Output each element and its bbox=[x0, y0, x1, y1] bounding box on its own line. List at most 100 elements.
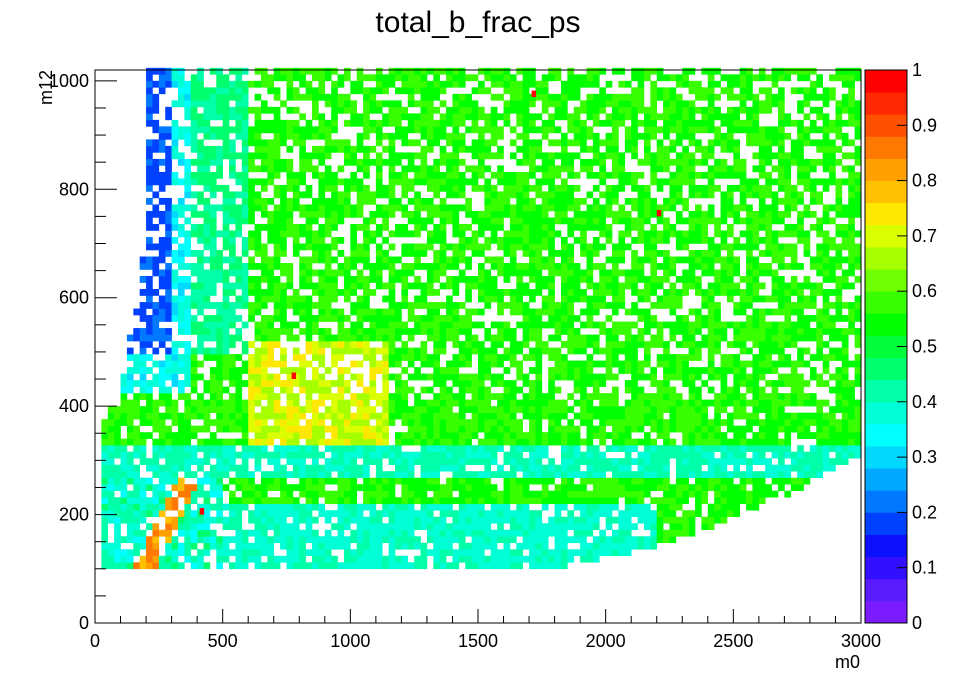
heatmap-cell bbox=[216, 562, 223, 570]
heatmap-cell bbox=[656, 263, 664, 270]
heatmap-cell bbox=[375, 542, 383, 550]
heatmap-cell bbox=[222, 126, 230, 134]
heatmap-cell bbox=[203, 152, 211, 160]
heatmap-cell bbox=[395, 464, 402, 472]
heatmap-cell bbox=[643, 360, 651, 368]
heatmap-cell bbox=[152, 412, 160, 420]
heatmap-cell bbox=[522, 158, 530, 166]
heatmap-cell bbox=[497, 503, 504, 511]
heatmap-cell bbox=[273, 289, 281, 296]
heatmap-cell bbox=[318, 380, 326, 387]
heatmap-cell bbox=[331, 80, 338, 88]
heatmap-cell bbox=[229, 412, 236, 420]
heatmap-cell bbox=[605, 412, 613, 420]
heatmap-cell bbox=[465, 204, 472, 212]
heatmap-cell bbox=[190, 536, 198, 544]
heatmap-cell bbox=[535, 529, 543, 537]
heatmap-cell bbox=[101, 503, 109, 511]
heatmap-cell bbox=[331, 510, 338, 518]
heatmap-cell bbox=[497, 419, 504, 426]
heatmap-cell bbox=[209, 243, 217, 251]
heatmap-cell bbox=[312, 406, 319, 413]
heatmap-cell bbox=[343, 555, 351, 563]
heatmap-cell bbox=[452, 256, 460, 264]
heatmap-cell bbox=[452, 67, 460, 75]
heatmap-cell bbox=[356, 178, 364, 186]
heatmap-cell bbox=[126, 380, 134, 387]
heatmap-cell bbox=[592, 412, 600, 420]
heatmap-cell bbox=[465, 497, 472, 505]
heatmap-cell bbox=[133, 510, 140, 518]
heatmap-cell bbox=[184, 158, 192, 166]
heatmap-cell bbox=[254, 354, 262, 361]
heatmap-cell bbox=[516, 503, 523, 511]
heatmap-cell bbox=[343, 263, 351, 270]
heatmap-cell bbox=[535, 562, 543, 570]
heatmap-cell bbox=[343, 289, 351, 296]
heatmap-cell bbox=[273, 503, 281, 511]
heatmap-cell bbox=[529, 165, 536, 173]
heatmap-cell bbox=[139, 393, 147, 400]
heatmap-cell bbox=[248, 315, 255, 322]
heatmap-cell bbox=[541, 464, 549, 472]
heatmap-cell bbox=[158, 510, 166, 518]
heatmap-cell bbox=[586, 165, 594, 173]
heatmap-cell bbox=[573, 380, 581, 387]
heatmap-cell bbox=[586, 399, 594, 407]
heatmap-cell bbox=[439, 510, 447, 518]
heatmap-cell bbox=[599, 471, 606, 479]
heatmap-cell bbox=[503, 119, 511, 127]
heatmap-cell bbox=[618, 158, 626, 166]
heatmap-cell bbox=[382, 445, 389, 452]
heatmap-cell bbox=[548, 523, 555, 531]
heatmap-cell bbox=[146, 419, 153, 426]
heatmap-cell bbox=[299, 210, 306, 218]
heatmap-cell bbox=[241, 458, 249, 465]
heatmap-cell bbox=[554, 184, 562, 192]
heatmap-cell bbox=[273, 477, 281, 485]
heatmap-cell bbox=[522, 80, 530, 88]
heatmap-cell bbox=[184, 464, 192, 472]
heatmap-cell bbox=[599, 165, 606, 173]
heatmap-cell bbox=[631, 393, 638, 400]
heatmap-cell bbox=[541, 406, 549, 413]
heatmap-cell bbox=[229, 406, 236, 413]
heatmap-cell bbox=[229, 139, 236, 147]
heatmap-cell bbox=[273, 276, 281, 283]
heatmap-cell bbox=[656, 477, 664, 485]
heatmap-cell bbox=[554, 74, 562, 82]
heatmap-cell bbox=[363, 308, 370, 316]
heatmap-cell bbox=[605, 399, 613, 407]
heatmap-cell bbox=[241, 360, 249, 368]
heatmap-cell bbox=[209, 223, 217, 231]
heatmap-cell bbox=[171, 503, 179, 511]
heatmap-cell bbox=[529, 425, 536, 433]
heatmap-cell bbox=[618, 152, 626, 160]
heatmap-cell bbox=[331, 347, 338, 355]
heatmap-cell bbox=[592, 536, 600, 544]
heatmap-cell bbox=[656, 464, 664, 472]
heatmap-cell bbox=[120, 412, 128, 420]
heatmap-cell bbox=[656, 406, 664, 413]
heatmap-cell bbox=[273, 243, 281, 251]
heatmap-cell bbox=[184, 100, 192, 108]
heatmap-cell bbox=[286, 334, 294, 342]
heatmap-cell bbox=[541, 393, 549, 400]
heatmap-cell bbox=[650, 210, 658, 218]
heatmap-cell bbox=[567, 308, 575, 316]
heatmap-cell bbox=[401, 477, 409, 485]
heatmap-cell bbox=[573, 223, 581, 231]
heatmap-cell bbox=[650, 510, 658, 518]
heatmap-cell bbox=[241, 67, 249, 75]
heatmap-cell bbox=[548, 289, 555, 296]
heatmap-cell bbox=[324, 445, 332, 452]
heatmap-cell bbox=[184, 438, 192, 446]
heatmap-cell bbox=[439, 406, 447, 413]
heatmap-cell bbox=[197, 458, 204, 465]
heatmap-cell bbox=[624, 132, 632, 140]
heatmap-cell bbox=[184, 308, 192, 316]
heatmap-cell bbox=[158, 249, 166, 257]
heatmap-cell bbox=[414, 217, 421, 225]
heatmap-cell bbox=[382, 256, 389, 264]
heatmap-cell bbox=[599, 171, 606, 179]
